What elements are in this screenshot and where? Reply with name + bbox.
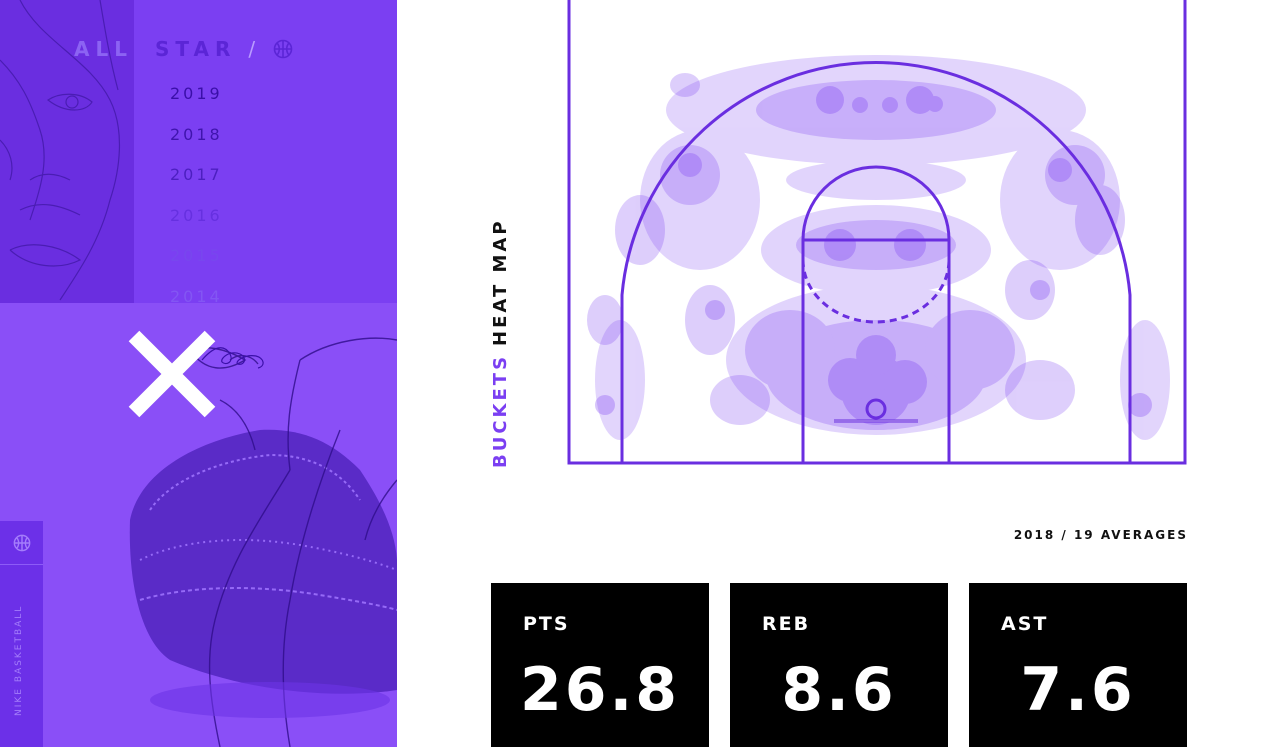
year-list: 2019 2018 2017 2016 2015 2014 <box>170 82 223 325</box>
basketball-icon <box>273 39 293 59</box>
brand-slash: / <box>248 37 262 61</box>
heat-blobs <box>587 55 1170 440</box>
heatmap-title-rest: HEAT MAP <box>490 218 511 346</box>
court-lines <box>567 0 1187 465</box>
close-icon[interactable] <box>124 326 220 422</box>
stat-label: REB <box>762 613 811 635</box>
year-item-2016[interactable]: 2016 <box>170 205 223 225</box>
stat-card-ast: AST 7.6 <box>969 583 1187 747</box>
year-item-2017[interactable]: 2017 <box>170 165 223 184</box>
stat-label: AST <box>1001 613 1049 635</box>
stat-card-reb: REB 8.6 <box>730 583 948 747</box>
brand-all: ALL <box>74 37 133 61</box>
heatmap-title: BUCKETS HEAT MAP <box>490 218 511 468</box>
year-item-2019[interactable]: 2019 <box>170 84 223 103</box>
stat-card-pts: PTS 26.8 <box>491 583 709 747</box>
stats-period: 2018 / 19 AVERAGES <box>1013 528 1188 542</box>
brand-title: ALL STAR / <box>74 36 293 62</box>
stat-value: 7.6 <box>1020 655 1136 725</box>
stat-value: 8.6 <box>781 655 897 725</box>
brand-star: STAR <box>154 37 237 61</box>
year-item-2018[interactable]: 2018 <box>170 124 223 144</box>
signature <box>201 347 264 369</box>
left-panel: ALL STAR / 2019 2018 2017 2016 2015 2014 <box>0 0 397 747</box>
year-item-2014[interactable]: 2014 <box>170 286 223 306</box>
side-tab-label: NIKE BASKETBALL <box>14 604 24 716</box>
side-tab <box>0 521 43 747</box>
heatmap-title-highlight: BUCKETS <box>490 353 511 468</box>
player-illustration <box>0 0 397 747</box>
stat-value: 26.8 <box>519 655 681 725</box>
court-heatmap <box>567 0 1187 465</box>
basketball-icon[interactable] <box>0 521 43 565</box>
year-item-2015[interactable]: 2015 <box>170 246 223 265</box>
stat-label: PTS <box>523 613 570 635</box>
